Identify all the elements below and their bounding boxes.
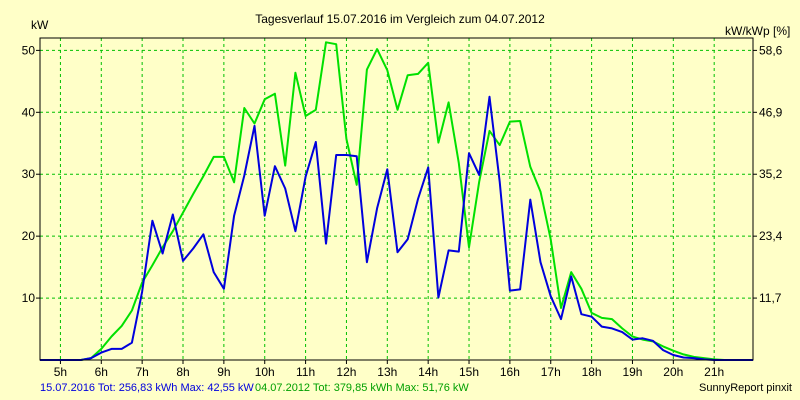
x-ticks: 5h 6h 7h 8h 9h 10h 11h 12h 13h 14h 15h 16h 17h 18h 19h… xyxy=(54,360,724,379)
x-tick-label: 18h xyxy=(582,365,602,379)
x-tick-label: 19h xyxy=(622,365,642,379)
y-tick-label-right: 58,6 xyxy=(759,43,783,57)
y-ticks-left: 10 20 30 40 50 xyxy=(22,43,40,305)
x-tick-label: 14h xyxy=(418,365,438,379)
y-tick-label-right: 23,4 xyxy=(759,229,783,243)
plot-frame xyxy=(39,37,754,361)
y-tick-label-left: 50 xyxy=(22,43,36,57)
x-tick-label: 15h xyxy=(459,365,479,379)
y-tick-label-right: 46,9 xyxy=(759,105,783,119)
x-tick-label: 12h xyxy=(336,365,356,379)
footer-series-2-label: 04.07.2012 Tot: 379,85 kWh Max: 51,76 kW xyxy=(255,382,469,394)
x-tick-label: 21h xyxy=(704,365,724,379)
series-group xyxy=(40,41,753,361)
footer-series-1-label: 15.07.2016 Tot: 256,83 kWh Max: 42,55 kW xyxy=(40,382,254,394)
x-tick-label: 9h xyxy=(217,365,230,379)
x-tick-label: 7h xyxy=(135,365,148,379)
series-line-04-07-2012 xyxy=(40,41,753,361)
footer-credit: SunnyReport pinxit xyxy=(699,382,792,394)
y-ticks-right: 11,7 23,4 35,2 46,9 58,6 xyxy=(753,43,783,305)
x-tick-label: 10h xyxy=(255,365,275,379)
y-tick-label-left: 30 xyxy=(22,167,36,181)
x-tick-label: 20h xyxy=(663,365,683,379)
x-tick-label: 8h xyxy=(176,365,189,379)
y-tick-label-left: 10 xyxy=(22,291,36,305)
y-axis-left-label: kW xyxy=(31,18,49,32)
x-tick-label: 6h xyxy=(95,365,108,379)
y-tick-label-right: 11,7 xyxy=(759,291,782,305)
chart-title: Tagesverlauf 15.07.2016 im Vergleich zum… xyxy=(255,12,545,26)
x-tick-label: 17h xyxy=(541,365,561,379)
series-line-15-07-2016 xyxy=(40,95,753,361)
y-tick-label-left: 40 xyxy=(22,105,36,119)
y-tick-label-right: 35,2 xyxy=(759,167,783,181)
x-tick-label: 13h xyxy=(377,365,397,379)
x-tick-label: 5h xyxy=(54,365,67,379)
x-tick-label: 16h xyxy=(500,365,520,379)
y-axis-right-label: kW/kWp [%] xyxy=(725,24,790,38)
x-tick-label: 11h xyxy=(296,365,315,379)
y-tick-label-left: 20 xyxy=(22,229,36,243)
